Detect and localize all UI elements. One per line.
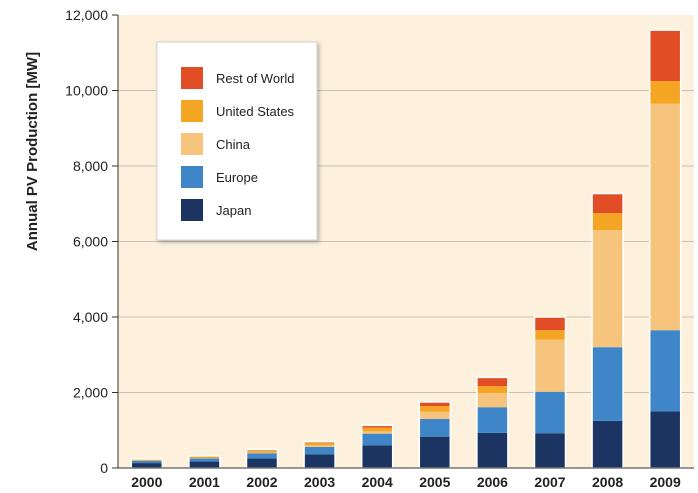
legend-label: Rest of World xyxy=(216,71,295,86)
bar-segment-rest-of-world-2005 xyxy=(419,401,451,407)
x-tick-label: 2004 xyxy=(362,474,393,490)
bar-segment-japan-2008 xyxy=(592,420,624,468)
x-tick-label: 2003 xyxy=(304,474,335,490)
y-tick-label: 0 xyxy=(100,460,108,476)
bar-segment-china-2005 xyxy=(419,411,451,419)
legend-swatch-united-states xyxy=(181,100,203,122)
x-tick-label: 2006 xyxy=(477,474,508,490)
bar-segment-china-2003 xyxy=(304,445,336,447)
x-tick-label: 2008 xyxy=(592,474,623,490)
legend-label: Japan xyxy=(216,203,251,218)
bar-segment-europe-2003 xyxy=(304,446,336,455)
bar-segment-rest-of-world-2004 xyxy=(361,425,393,428)
legend-label: Europe xyxy=(216,170,258,185)
legend-swatch-china xyxy=(181,133,203,155)
bars xyxy=(130,29,682,469)
bar-segment-japan-2006 xyxy=(476,432,508,468)
x-tick-label: 2005 xyxy=(419,474,450,490)
bar-segment-united-states-2000 xyxy=(131,459,163,461)
x-tick-label: 2000 xyxy=(131,474,162,490)
bar-segment-united-states-2007 xyxy=(534,330,566,340)
y-axis-title: Annual PV Production [MW] xyxy=(24,52,41,251)
y-tick-label: 6,000 xyxy=(73,234,108,250)
bar-segment-rest-of-world-2006 xyxy=(476,377,508,387)
bar-segment-china-2007 xyxy=(534,339,566,392)
bar-segment-europe-2009 xyxy=(649,330,681,412)
bar-segment-united-states-2003 xyxy=(304,442,336,446)
bar-segment-rest-of-world-2007 xyxy=(534,317,566,331)
bar-segment-europe-2004 xyxy=(361,433,393,446)
bar-segment-japan-2001 xyxy=(188,461,220,468)
legend-swatch-rest-of-world xyxy=(181,67,203,89)
y-tick-label: 4,000 xyxy=(73,309,108,325)
bar-segment-europe-2007 xyxy=(534,391,566,434)
bar-segment-china-2004 xyxy=(361,431,393,434)
bar-segment-europe-2005 xyxy=(419,418,451,437)
bar-segment-united-states-2001 xyxy=(188,456,220,458)
legend-swatch-europe xyxy=(181,166,203,188)
y-axis-ticks: 0 2,000 4,000 6,000 8,000 10,000 12,000 xyxy=(65,7,118,476)
legend: Rest of World United States China Europe Jap… xyxy=(156,41,318,241)
y-tick-label: 8,000 xyxy=(73,158,108,174)
bar-segment-china-2006 xyxy=(476,392,508,408)
y-tick-label: 10,000 xyxy=(65,83,108,99)
bar-segment-china-2009 xyxy=(649,103,681,331)
bar-segment-japan-2005 xyxy=(419,436,451,468)
bar-segment-japan-2000 xyxy=(131,463,163,468)
bar-segment-europe-2006 xyxy=(476,407,508,433)
bar-segment-united-states-2005 xyxy=(419,406,451,412)
bar-segment-rest-of-world-2009 xyxy=(649,30,681,82)
x-axis-ticks: 2000 2001 2002 2003 2004 2005 2006 2007 2008 2009 xyxy=(131,474,681,490)
bar-segment-japan-2004 xyxy=(361,445,393,468)
bar-segment-europe-2000 xyxy=(131,460,163,464)
bar-segment-japan-2003 xyxy=(304,454,336,468)
legend-label: China xyxy=(216,137,251,152)
bar-segment-united-states-2002 xyxy=(246,450,278,453)
bar-segment-europe-2001 xyxy=(188,458,220,462)
y-tick-label: 2,000 xyxy=(73,385,108,401)
bar-segment-japan-2009 xyxy=(649,411,681,468)
x-tick-label: 2002 xyxy=(246,474,277,490)
bar-segment-rest-of-world-2008 xyxy=(592,193,624,214)
bar-segment-japan-2002 xyxy=(246,458,278,468)
y-tick-label: 12,000 xyxy=(65,7,108,23)
bar-segment-united-states-2004 xyxy=(361,427,393,432)
bar-segment-europe-2008 xyxy=(592,347,624,421)
x-tick-label: 2001 xyxy=(189,474,220,490)
bar-segment-united-states-2006 xyxy=(476,386,508,393)
x-tick-label: 2009 xyxy=(650,474,681,490)
bar-segment-united-states-2009 xyxy=(649,81,681,104)
legend-label: United States xyxy=(216,104,295,119)
bar-segment-china-2002 xyxy=(246,452,278,454)
bar-segment-japan-2007 xyxy=(534,433,566,468)
x-tick-label: 2007 xyxy=(534,474,565,490)
legend-swatch-japan xyxy=(181,199,203,221)
bar-segment-europe-2002 xyxy=(246,453,278,459)
bar-segment-china-2008 xyxy=(592,230,624,348)
bar-segment-united-states-2008 xyxy=(592,213,624,231)
